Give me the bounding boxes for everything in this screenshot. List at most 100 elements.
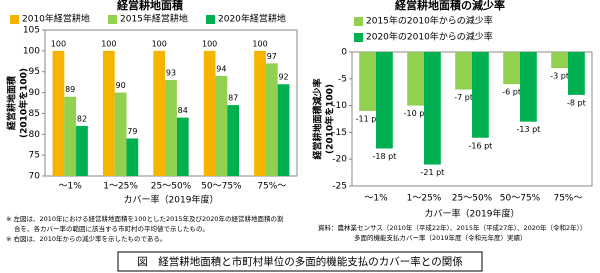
value-label: 82 — [77, 114, 87, 123]
bar — [407, 52, 424, 106]
source: 多面的機能支払カバー率（2019年度（令和元年度）実績） — [354, 233, 527, 242]
value-label: 79 — [127, 127, 137, 136]
y-tick-label: -10 — [332, 101, 347, 111]
value-label: 92 — [278, 73, 288, 82]
legend-label: 2015年の2010年からの減少率 — [366, 15, 493, 27]
y-tick-label: 75 — [29, 151, 40, 161]
bar — [215, 75, 228, 176]
x-tick-label: 75%～ — [257, 182, 286, 192]
bar — [265, 63, 278, 176]
x-tick-label: 1～25% — [407, 194, 442, 204]
value-label: 90 — [116, 81, 126, 90]
value-label: 93 — [166, 69, 176, 78]
x-tick-label: 75%～ — [553, 194, 582, 204]
value-label: -10 pt — [404, 109, 428, 118]
y-tick-label: -15 — [332, 128, 347, 138]
bar — [503, 52, 520, 85]
y-axis-label: (2010年を100) — [324, 84, 336, 154]
value-label: -8 pt — [567, 98, 586, 107]
bar — [254, 50, 266, 176]
x-axis-label: カバー率（2019年度） — [425, 208, 520, 220]
y-axis-label: 経営耕地面積減少率 — [312, 78, 324, 159]
bar — [472, 52, 489, 138]
legend-label: 2015年経営耕地 — [120, 13, 188, 25]
chart-title: 経営耕地面積 — [117, 0, 184, 12]
bar — [176, 117, 189, 176]
note: 合を、各カバー率の範囲に該当する市町村の平均値で示したもの。 — [14, 224, 209, 233]
bar — [64, 96, 77, 176]
source: 資料：農林業センサス（2010年（平成22年）、2015年（平成27年）、202… — [318, 223, 586, 232]
caption-box — [117, 251, 483, 272]
value-label: 100 — [51, 39, 66, 48]
value-label: -21 pt — [420, 168, 444, 177]
legend-swatch — [354, 17, 363, 26]
value-label: -7 pt — [454, 93, 473, 102]
y-tick-label: -5 — [338, 74, 347, 84]
bar — [126, 138, 139, 176]
legend-label: 2010年経営耕地 — [22, 13, 90, 25]
bar — [165, 80, 177, 176]
y-tick-label: 90 — [29, 88, 41, 98]
y-tick-label: 0 — [341, 48, 347, 58]
bar — [376, 52, 393, 149]
legend-swatch — [354, 33, 363, 42]
note: ※ 左図は、2010年における経営耕地面積を100とした2015年及び2020年… — [6, 214, 284, 223]
value-label: -6 pt — [502, 88, 521, 97]
y-tick-label: 85 — [29, 109, 40, 119]
value-label: -11 pt — [356, 114, 380, 123]
value-label: 89 — [65, 85, 75, 94]
bar — [424, 52, 441, 165]
y-tick-label: 70 — [29, 172, 41, 182]
value-label: -13 pt — [516, 125, 540, 134]
y-tick-label: 95 — [29, 67, 40, 77]
y-axis-label: 経営耕地面積 — [6, 75, 18, 130]
x-tick-label: 50～75% — [201, 182, 242, 192]
chart-title: 経営耕地面積の減少率 — [395, 0, 505, 12]
bar — [102, 50, 115, 176]
y-tick-label: -20 — [332, 155, 347, 165]
y-tick-label: 105 — [23, 26, 40, 36]
bar — [114, 92, 127, 176]
legend-swatch — [10, 15, 19, 24]
legend-label: 2020年の2010年からの減少率 — [366, 31, 493, 43]
x-tick-label: 25～50% — [151, 182, 192, 192]
value-label: 100 — [152, 39, 167, 48]
legend-label: 2020年経営耕地 — [218, 13, 286, 25]
x-tick-label: ～1% — [364, 194, 388, 204]
bar — [551, 52, 568, 69]
x-tick-label: 50～75% — [500, 194, 541, 204]
bar — [76, 125, 88, 176]
x-axis-label: カバー率（2019年度） — [124, 194, 219, 206]
value-label: 87 — [228, 94, 238, 103]
bar — [359, 52, 376, 111]
value-label: -3 pt — [550, 72, 569, 81]
value-label: 100 — [101, 39, 116, 48]
legend-swatch — [108, 15, 117, 24]
bar — [568, 52, 585, 95]
value-label: 84 — [178, 106, 188, 115]
y-tick-label: 80 — [29, 130, 41, 140]
x-tick-label: ～1% — [59, 182, 83, 192]
y-tick-label: -25 — [332, 182, 347, 192]
bar — [455, 52, 472, 90]
x-tick-label: 1～25% — [103, 182, 138, 192]
legend-swatch — [206, 15, 215, 24]
value-label: 100 — [252, 39, 267, 48]
value-label: 100 — [202, 39, 217, 48]
note: ※ 右図は、2010年からの減少率を示したものである。 — [6, 234, 167, 243]
bar — [227, 105, 240, 176]
bar — [203, 50, 216, 176]
caption: 図 経営耕地面積と市町村単位の多面的機能支払のカバー率との関係 — [137, 255, 462, 268]
bar — [277, 84, 290, 176]
x-tick-label: 25～50% — [452, 194, 493, 204]
bar — [520, 52, 537, 122]
bar — [153, 50, 166, 176]
value-label: -18 pt — [372, 152, 396, 161]
value-label: 94 — [216, 64, 226, 73]
value-label: -16 pt — [468, 141, 492, 150]
bar — [52, 50, 65, 176]
y-axis-label: (2010年を100) — [18, 68, 30, 138]
value-label: 97 — [267, 52, 277, 61]
y-tick-label: 100 — [23, 46, 40, 56]
